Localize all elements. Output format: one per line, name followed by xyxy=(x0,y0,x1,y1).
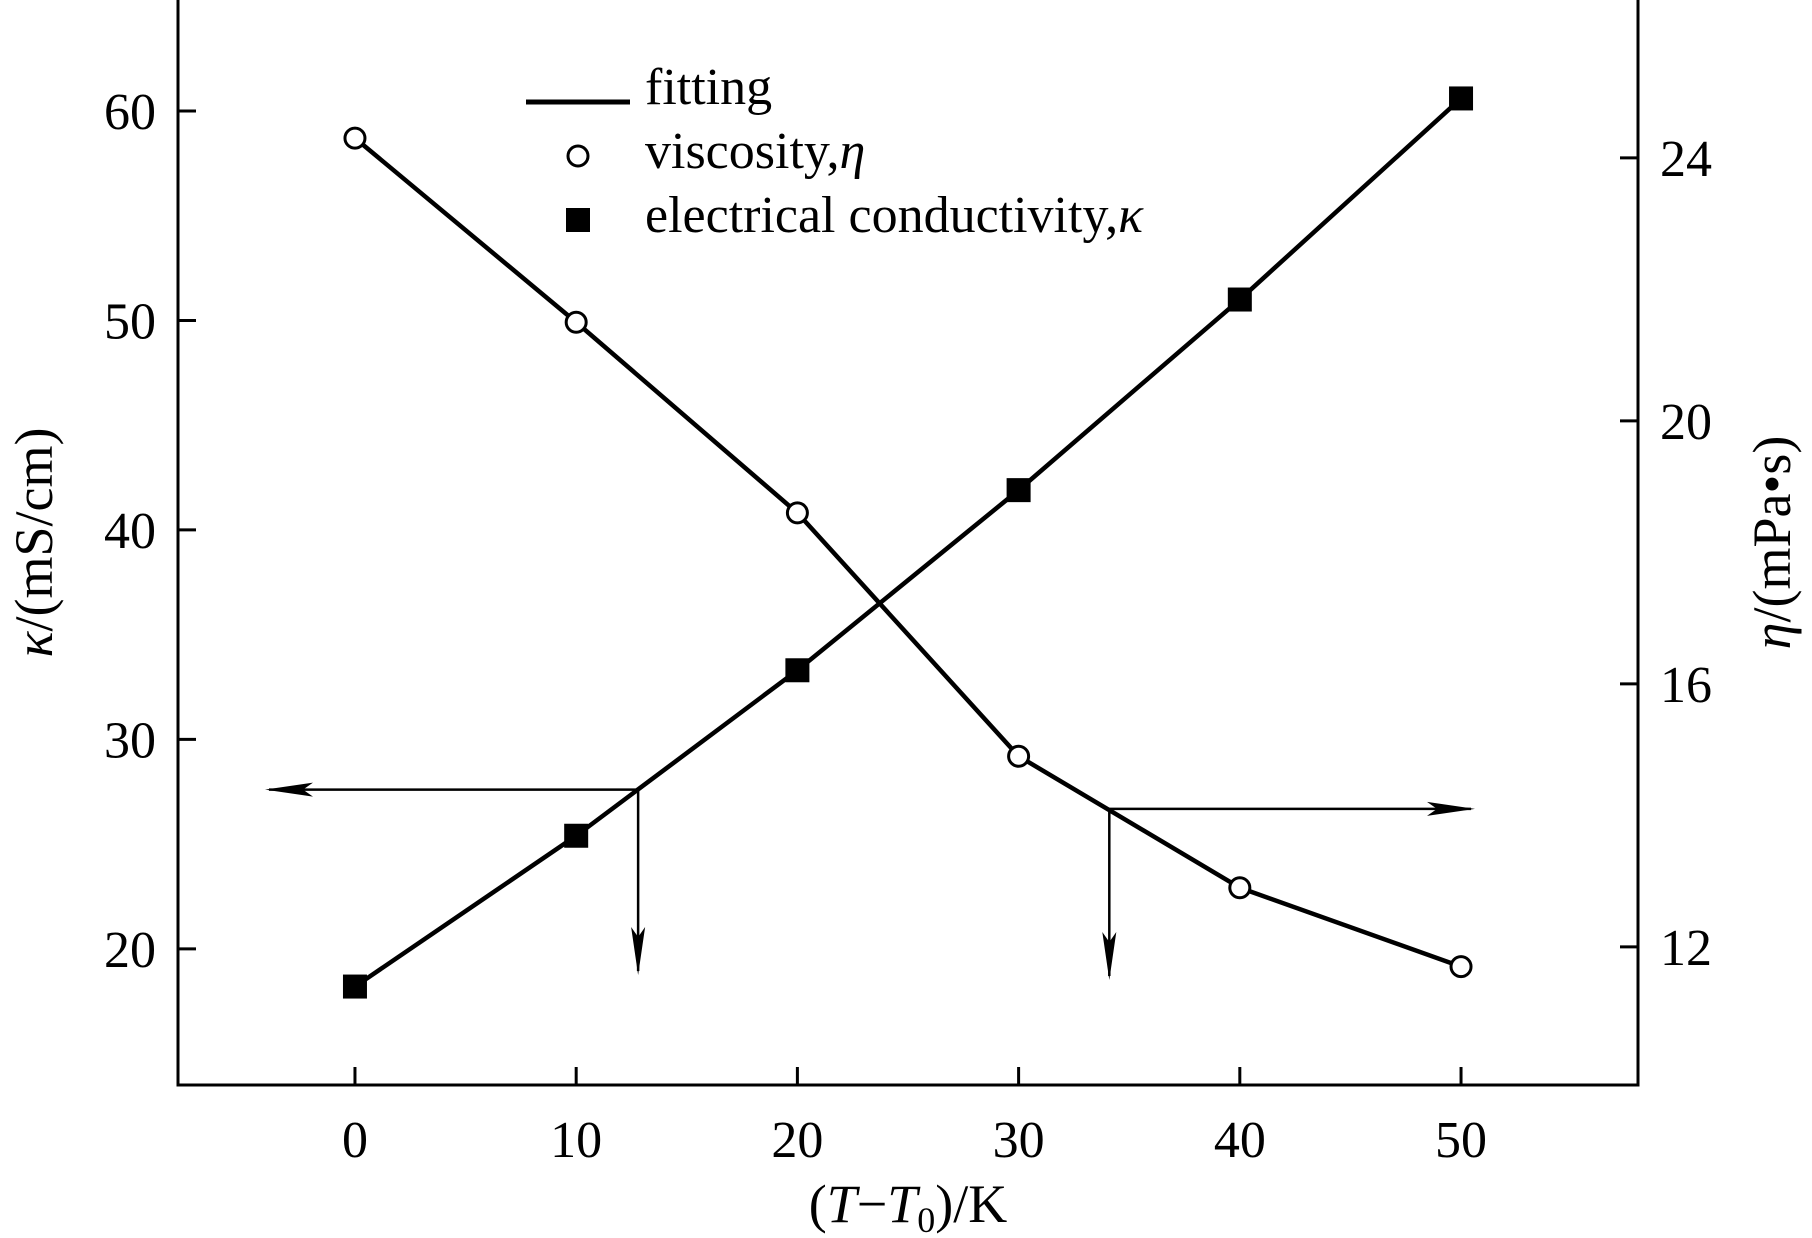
data-point xyxy=(785,658,810,683)
left-y-tick-label: 40 xyxy=(104,503,156,560)
arrow-head xyxy=(631,927,646,975)
x-tick-label: 20 xyxy=(771,1112,823,1169)
axis-indicator-arrows xyxy=(265,782,1475,980)
plot-frame xyxy=(176,0,1640,1087)
right-y-tick-label: 20 xyxy=(1660,394,1712,451)
data-point xyxy=(1227,287,1252,312)
data-point xyxy=(1449,86,1474,111)
legend: fitting viscosity,η electrical conductivit… xyxy=(526,59,1144,244)
data-point xyxy=(785,501,809,525)
x-tick-label: 0 xyxy=(342,1112,368,1169)
right-y-tick-label: 16 xyxy=(1660,657,1712,714)
data-point xyxy=(1007,744,1031,768)
data-point xyxy=(1006,478,1031,503)
data-point xyxy=(564,310,588,334)
legend-entry: fitting xyxy=(526,59,772,116)
data-point xyxy=(1228,876,1252,900)
legend-label: viscosity,η xyxy=(645,123,865,180)
x-tick-label: 40 xyxy=(1214,1112,1266,1169)
left-y-tick-label: 30 xyxy=(104,712,156,769)
arrow-head xyxy=(1427,801,1475,816)
series-viscosity xyxy=(343,126,1473,979)
right-y-tick-label: 24 xyxy=(1660,131,1712,188)
legend-label: fitting xyxy=(645,59,772,116)
x-tick-label: 30 xyxy=(993,1112,1045,1169)
legend-marker xyxy=(566,144,590,168)
series-conductivity xyxy=(342,86,1474,999)
legend-entry: electrical conductivity,κ xyxy=(566,187,1144,244)
right-y-axis-title: η/(mPa•s) xyxy=(1742,436,1802,650)
right-y-tick-label: 12 xyxy=(1660,920,1712,977)
x-tick-label: 10 xyxy=(550,1112,602,1169)
data-point xyxy=(1449,955,1473,979)
x-axis-ticks: 0 10 20 30 40 50 xyxy=(342,1067,1487,1169)
left-y-axis-ticks: 20 30 40 50 60 xyxy=(104,84,196,979)
right-y-axis-ticks: 12 16 20 24 xyxy=(1620,131,1712,977)
legend-marker xyxy=(566,208,590,232)
data-point xyxy=(342,974,367,999)
left-y-tick-label: 50 xyxy=(104,293,156,350)
left-y-tick-label: 20 xyxy=(104,922,156,979)
series-layer xyxy=(342,86,1474,999)
fitting-line xyxy=(353,136,1462,969)
arrow-head xyxy=(265,782,313,797)
arrow-head xyxy=(1102,932,1117,980)
data-point xyxy=(343,126,367,150)
data-point xyxy=(564,823,589,848)
legend-entry: viscosity,η xyxy=(566,123,865,180)
x-axis-title: (T−T0)/K xyxy=(809,1174,1008,1238)
legend-label: electrical conductivity,κ xyxy=(645,187,1144,244)
left-y-axis-title: κ/(mS/cm) xyxy=(4,428,64,658)
fitting-line xyxy=(353,96,1463,989)
x-tick-label: 50 xyxy=(1435,1112,1487,1169)
left-y-tick-label: 60 xyxy=(104,84,156,141)
